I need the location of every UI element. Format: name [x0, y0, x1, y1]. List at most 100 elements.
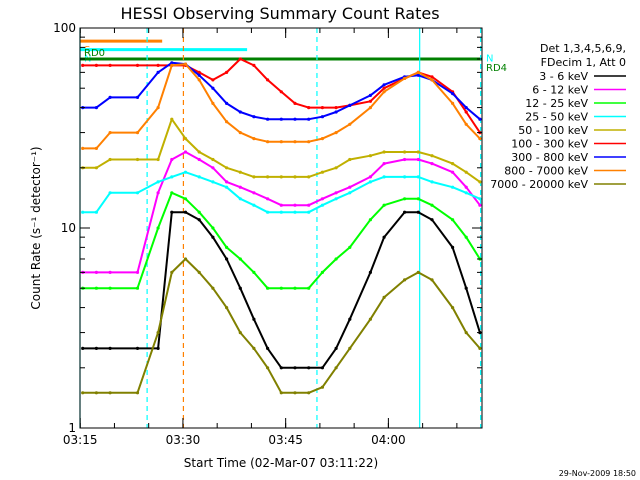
- series-7-point-8: [211, 101, 215, 105]
- series-7-point-19: [368, 106, 372, 110]
- series-3-point-18: [348, 191, 352, 195]
- series-4-point-24: [451, 162, 455, 166]
- series-0-point-17: [334, 346, 338, 350]
- x-tick-label-2: 03:45: [268, 433, 303, 447]
- series-5-point-23: [430, 75, 434, 79]
- series-3-point-13: [279, 210, 283, 214]
- series-2-point-10: [238, 257, 242, 261]
- series-2-point-8: [211, 226, 215, 230]
- series-4-point-13: [279, 175, 283, 179]
- series-1-point-3: [135, 270, 140, 274]
- series-5-point-9: [225, 70, 229, 74]
- series-5-point-19: [368, 99, 372, 103]
- series-1-point-17: [334, 191, 338, 195]
- series-5-point-0: [81, 63, 85, 67]
- series-1-point-25: [464, 185, 468, 189]
- series-2-point-11: [252, 270, 256, 274]
- series-2-point-25: [464, 235, 468, 239]
- series-3-point-7: [197, 175, 201, 179]
- series-3-point-11: [252, 203, 256, 207]
- series-5-point-3: [135, 63, 140, 67]
- series-5-point-7: [197, 70, 201, 74]
- series-1-point-4: [156, 191, 160, 195]
- series-3-point-17: [334, 197, 338, 201]
- series-5-point-17: [334, 106, 338, 110]
- series-7-point-11: [252, 137, 256, 141]
- series-1-point-19: [368, 175, 372, 179]
- y-axis-label: Count Rate (s⁻¹ detector⁻¹): [29, 146, 43, 309]
- series-1-point-24: [451, 170, 455, 174]
- series-7-point-24: [451, 101, 455, 105]
- series-2-point-9: [225, 245, 229, 249]
- series-0-point-4: [156, 346, 160, 350]
- series-0-point-22: [416, 210, 420, 214]
- legend-label-6: 300 - 800 keV: [511, 151, 588, 164]
- series-7-point-14: [293, 140, 297, 144]
- series-3-point-25: [464, 191, 468, 195]
- series-2-point-7: [197, 210, 201, 214]
- series-2-point-19: [368, 218, 372, 222]
- series-2-point-4: [156, 226, 160, 230]
- series-7-point-7: [197, 78, 201, 82]
- series-8-point-2: [108, 391, 112, 395]
- series-4-point-10: [238, 170, 242, 174]
- series-2-point-23: [430, 203, 434, 207]
- series-3-point-16: [320, 203, 324, 207]
- series-4-point-16: [320, 170, 324, 174]
- y-tick-label-1: 10: [61, 221, 76, 235]
- series-6-point-19: [368, 93, 372, 97]
- series-7-point-18: [348, 122, 352, 126]
- series-1-point-5: [170, 157, 174, 162]
- series-8-point-22: [416, 270, 420, 274]
- series-8-point-16: [320, 385, 324, 389]
- series-8-point-1: [94, 391, 98, 395]
- series-0-point-8: [211, 235, 215, 239]
- series-4-point-5: [170, 117, 174, 121]
- series-2-point-15: [307, 286, 311, 290]
- series-8-point-21: [403, 278, 407, 282]
- series-1-point-23: [430, 162, 434, 166]
- series-7-point-0: [81, 146, 85, 150]
- series-2-point-21: [403, 197, 407, 201]
- series-7-point-16: [320, 137, 324, 141]
- series-6-point-15: [307, 117, 311, 121]
- legend-label-8: 7000 - 20000 keV: [490, 178, 588, 191]
- series-2-point-5: [170, 191, 174, 195]
- legend: Det 1,3,4,5,6,9, FDecim 1, Att 0 3 - 6 k…: [490, 42, 626, 191]
- series-6-point-12: [266, 117, 270, 121]
- series-3-point-15: [307, 210, 311, 214]
- series-7-point-15: [307, 140, 311, 144]
- series-4-point-17: [334, 166, 338, 170]
- series-3: [81, 170, 482, 214]
- series-5-point-15: [307, 106, 311, 110]
- series-line-0: [82, 211, 481, 369]
- series-3-point-23: [430, 180, 434, 184]
- legend-label-1: 6 - 12 keV: [532, 84, 588, 97]
- series-6-point-14: [293, 117, 297, 121]
- instrument-flag-bars: SNNRD0RD4: [80, 39, 507, 74]
- series-3-point-12: [266, 210, 270, 214]
- series-2-point-17: [334, 257, 338, 261]
- series-6-point-4: [156, 70, 160, 74]
- series-3-point-5: [170, 175, 174, 179]
- series-1-point-18: [348, 185, 352, 189]
- series-0-point-13: [279, 366, 283, 370]
- x-axis-ticks: 03:15 03:30 03:45 04:00: [63, 28, 458, 447]
- series-5-point-20: [382, 86, 386, 90]
- series-4-point-3: [135, 157, 140, 162]
- series-8-point-5: [170, 270, 174, 274]
- series-3-point-2: [108, 191, 112, 195]
- series-6-point-26: [478, 117, 482, 121]
- series-0-point-24: [451, 245, 455, 249]
- series-8-point-23: [430, 278, 434, 282]
- series-2-point-13: [279, 286, 283, 290]
- series-4-point-25: [464, 170, 468, 174]
- series-6-point-8: [211, 86, 215, 90]
- series-8-point-12: [266, 366, 270, 370]
- series-1-point-1: [94, 270, 98, 274]
- series-7-point-1: [94, 146, 98, 150]
- series-5-point-1: [94, 63, 98, 67]
- series-2-point-18: [348, 245, 352, 249]
- y-tick-label-0: 1: [68, 421, 76, 435]
